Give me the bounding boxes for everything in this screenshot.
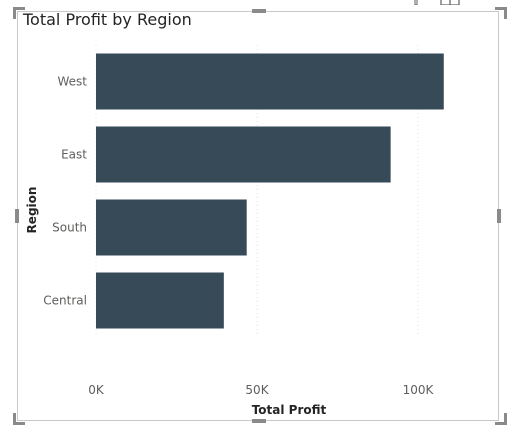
x-tick-label: 100K — [403, 383, 435, 397]
bar-south[interactable] — [96, 200, 247, 256]
x-tick-label: 50K — [245, 383, 269, 397]
category-label-south: South — [52, 221, 87, 235]
x-axis-title: Total Profit — [252, 403, 327, 417]
bar-west[interactable] — [96, 54, 444, 110]
category-label-east: East — [61, 148, 87, 162]
category-label-central: Central — [43, 294, 87, 308]
category-labels: West East South Central — [43, 75, 87, 308]
bar-east[interactable] — [96, 127, 391, 183]
y-axis-title: Region — [25, 187, 39, 234]
category-label-west: West — [57, 75, 87, 89]
bar-central[interactable] — [96, 273, 224, 329]
x-tick-labels: 0K 50K 100K — [88, 383, 434, 397]
bars — [96, 54, 444, 329]
x-tick-label: 0K — [88, 383, 105, 397]
